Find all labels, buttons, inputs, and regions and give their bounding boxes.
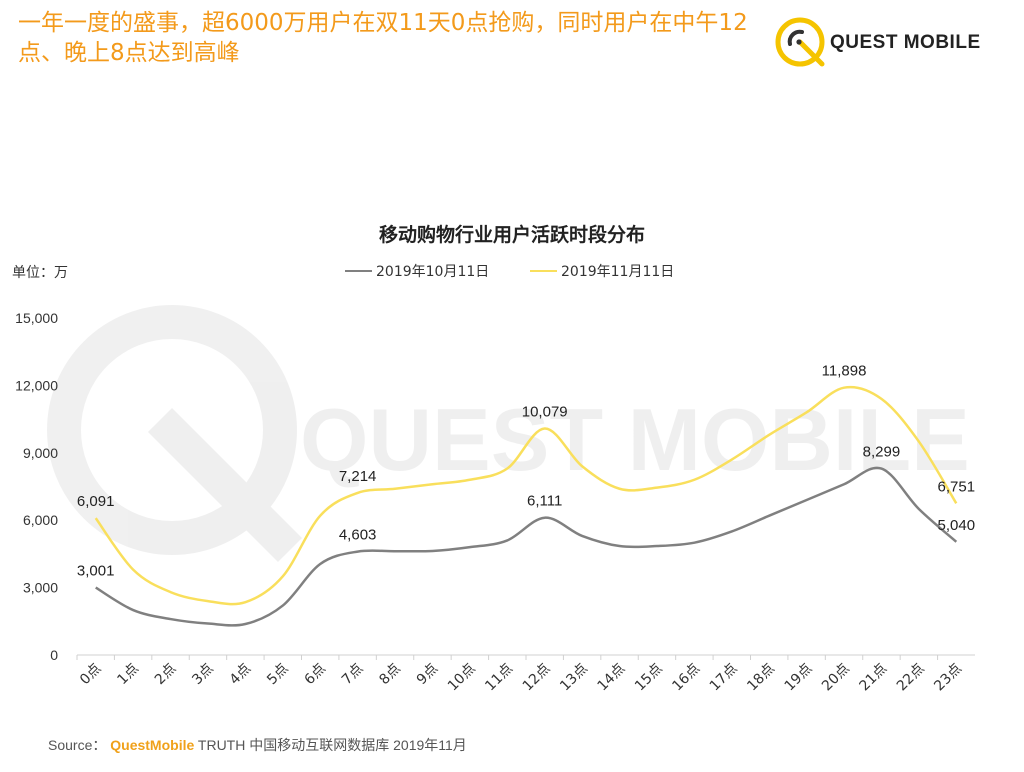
x-tick-label: 4点 [227, 661, 255, 689]
x-tick-label: 21点 [856, 661, 890, 695]
x-tick-label: 18点 [744, 661, 778, 695]
data-label: 6,111 [527, 493, 562, 510]
watermark-text: QUEST MOBILE [300, 390, 970, 489]
data-label: 5,040 [938, 517, 976, 534]
legend-label: 2019年11月11日 [561, 264, 674, 280]
data-label: 3,001 [77, 563, 115, 580]
watermark: QUEST MOBILE [47, 305, 970, 563]
x-tick-label: 22点 [894, 661, 928, 695]
x-tick-label: 20点 [819, 661, 853, 695]
x-tick-label: 14点 [595, 661, 629, 695]
series-line-2 [94, 385, 958, 606]
x-tick-label: 8点 [376, 661, 404, 689]
y-tick-label: 3,000 [23, 580, 58, 596]
data-label: 7,214 [339, 468, 377, 485]
x-tick-label: 15点 [632, 661, 666, 695]
logo-text: QUEST MOBILE [830, 32, 981, 53]
source-rest: TRUTH 中国移动互联网数据库 2019年11月 [197, 737, 467, 753]
x-tick-label: 7点 [339, 661, 367, 689]
x-tick-label: 13点 [557, 661, 591, 695]
source-note: Source： QuestMobile TRUTH 中国移动互联网数据库 201… [48, 735, 467, 755]
unit-label: 单位：万 [12, 265, 68, 281]
x-tick-label: 10点 [445, 661, 479, 695]
chart-data-labels: 3,001 4,603 6,111 8,299 5,040 6,091 7,214 10,07… [77, 363, 975, 580]
x-tick-label: 5点 [264, 661, 292, 689]
x-tick-label: 1点 [114, 661, 142, 689]
x-tick-label: 16点 [669, 661, 703, 695]
quest-mobile-logo-icon [775, 17, 825, 67]
x-tick-label: 12点 [520, 661, 554, 695]
source-brand: QuestMobile [110, 737, 195, 753]
x-tick-label: 9点 [414, 661, 442, 689]
series-line-1 [95, 466, 958, 627]
y-tick-label: 15,000 [15, 310, 58, 326]
y-tick-label: 0 [50, 647, 58, 663]
x-tick-label: 17点 [707, 661, 741, 695]
y-tick-label: 9,000 [23, 445, 58, 461]
y-tick-label: 12,000 [15, 377, 58, 393]
x-tick-label: 19点 [782, 661, 816, 695]
x-tick-label: 11点 [482, 661, 516, 695]
data-label: 8,299 [863, 444, 901, 461]
chart-title: 移动购物行业用户活跃时段分布 [379, 223, 645, 246]
data-label: 10,079 [522, 404, 568, 421]
legend-label: 2019年10月11日 [376, 264, 489, 280]
x-tick-label: 23点 [931, 661, 965, 695]
data-label: 6,091 [77, 493, 115, 510]
data-label: 4,603 [339, 527, 377, 544]
source-prefix: Source： [48, 737, 107, 753]
x-tick-label: 2点 [152, 661, 180, 689]
data-label: 11,898 [822, 363, 867, 380]
chart-legend: 2019年10月11日 2019年11月11日 [345, 264, 674, 280]
data-label: 6,751 [938, 478, 976, 495]
quest-mobile-logo: QUEST MOBILE [772, 14, 1002, 74]
y-tick-label: 6,000 [23, 512, 58, 528]
page-headline: 一年一度的盛事，超6000万用户在双11天0点抢购，同时用户在中午12点、晚上8… [18, 10, 748, 66]
chart-lines [94, 385, 958, 627]
x-tick-label: 3点 [189, 661, 217, 689]
x-tick-label: 6点 [302, 661, 330, 689]
x-tick-label: 0点 [77, 661, 105, 689]
